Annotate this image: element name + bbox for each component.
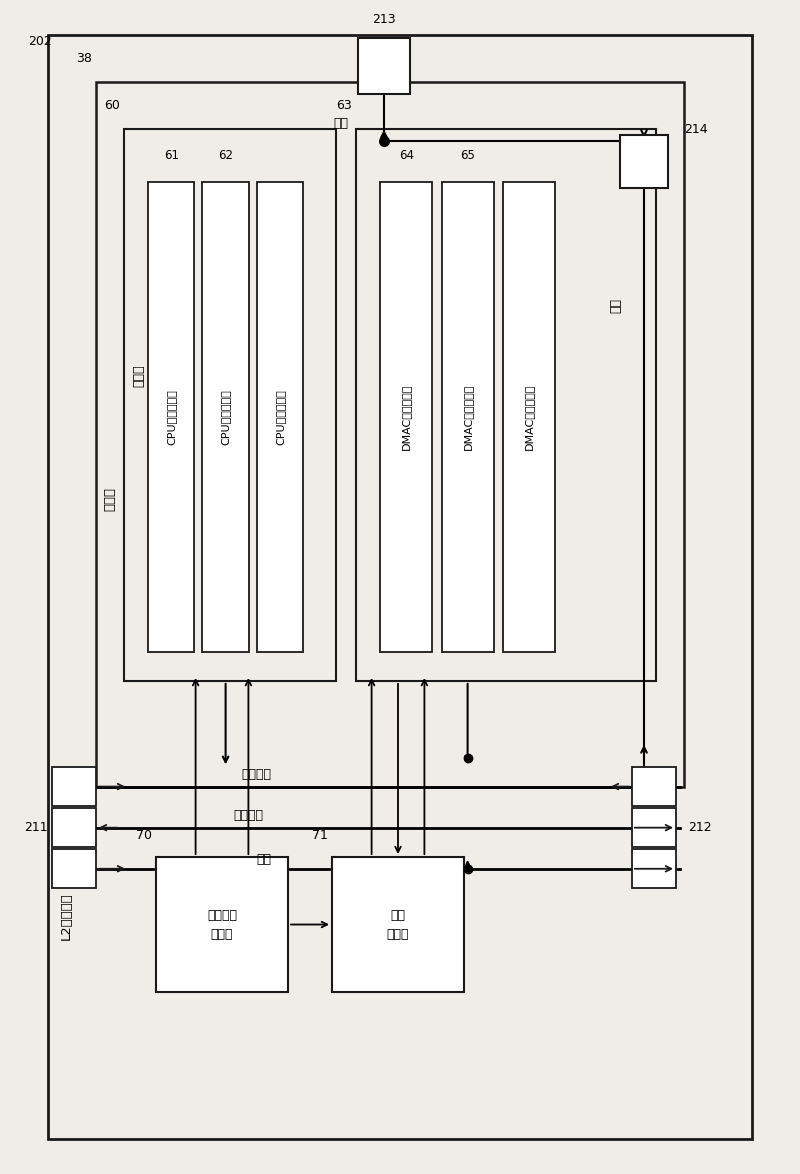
Text: 71: 71: [312, 829, 328, 842]
Bar: [257, 182, 303, 652]
Bar: [632, 768, 676, 805]
Bar: [48, 35, 752, 1139]
Bar: [332, 857, 464, 992]
Bar: [620, 135, 668, 188]
Bar: [442, 182, 494, 652]
Text: 61: 61: [164, 149, 178, 162]
Bar: [632, 850, 676, 889]
Text: DMAC写入控制部: DMAC写入控制部: [524, 384, 534, 450]
Text: 64: 64: [399, 149, 414, 162]
Bar: [52, 850, 96, 889]
Bar: [356, 129, 656, 681]
Text: L2高速缓存: L2高速缓存: [60, 892, 73, 939]
Bar: [52, 768, 96, 805]
Text: 202: 202: [28, 35, 52, 48]
Bar: [202, 182, 249, 652]
Bar: [124, 129, 336, 681]
Text: DMAC读取控制部: DMAC读取控制部: [462, 384, 473, 450]
Text: 指令: 指令: [333, 116, 348, 130]
Text: 212: 212: [688, 821, 712, 835]
Bar: [156, 857, 288, 992]
Text: 211: 211: [24, 821, 48, 835]
Bar: [632, 808, 676, 848]
Text: 读取数据: 读取数据: [241, 768, 271, 782]
Text: 214: 214: [684, 122, 708, 136]
Bar: [52, 808, 96, 848]
Text: 高速缓存
存放部: 高速缓存 存放部: [207, 909, 237, 940]
Text: 控制部: 控制部: [103, 487, 116, 511]
Text: 62: 62: [218, 149, 233, 162]
Text: 70: 70: [136, 829, 152, 842]
Text: 指令: 指令: [257, 852, 271, 866]
Text: 213: 213: [372, 13, 396, 26]
Bar: [380, 182, 432, 652]
Text: 控制部: 控制部: [132, 364, 145, 387]
Text: 指令: 指令: [610, 298, 622, 312]
Text: CPU访问控制部: CPU访问控制部: [166, 389, 176, 445]
Text: 63: 63: [336, 99, 352, 112]
Text: DMAC访问控制部: DMAC访问控制部: [401, 384, 411, 450]
Text: 命中
判定部: 命中 判定部: [386, 909, 410, 940]
Text: CPU写入控制部: CPU写入控制部: [275, 389, 285, 445]
Bar: [96, 82, 684, 787]
Bar: [503, 182, 555, 652]
Bar: [148, 182, 194, 652]
Text: 写入数据: 写入数据: [233, 809, 263, 823]
Text: 38: 38: [76, 52, 92, 65]
Bar: [358, 38, 410, 94]
Text: 60: 60: [104, 99, 120, 112]
Text: 65: 65: [461, 149, 475, 162]
Text: CPU读取控制部: CPU读取控制部: [221, 389, 230, 445]
